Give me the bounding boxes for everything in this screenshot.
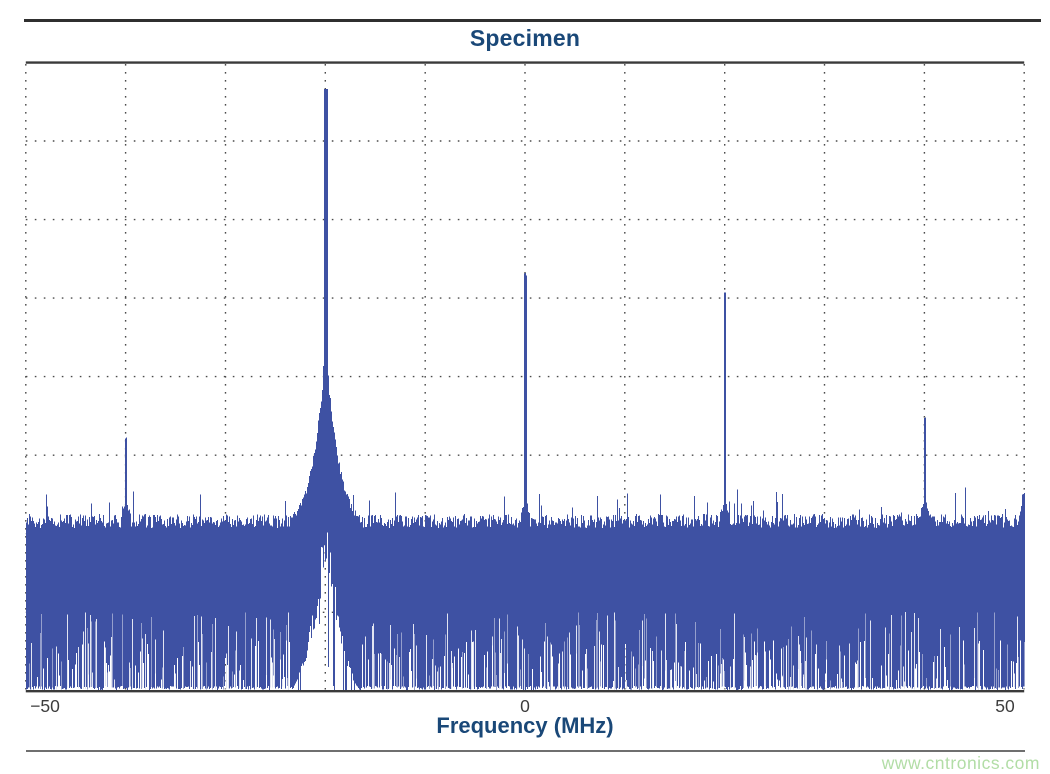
plot-borders (25, 61, 1025, 693)
x-tick-label: 50 (995, 696, 1015, 716)
x-axis-title: Frequency (MHz) (436, 713, 614, 738)
bottom-divider-rule (26, 750, 1025, 752)
x-tick-label: −50 (30, 696, 60, 716)
top-divider-rule (24, 19, 1041, 22)
x-tick-label: 0 (520, 696, 530, 716)
watermark-text: www.cntronics.com (881, 753, 1040, 773)
spectrum-trace (25, 88, 1026, 690)
chart-title: Specimen (469, 25, 581, 51)
